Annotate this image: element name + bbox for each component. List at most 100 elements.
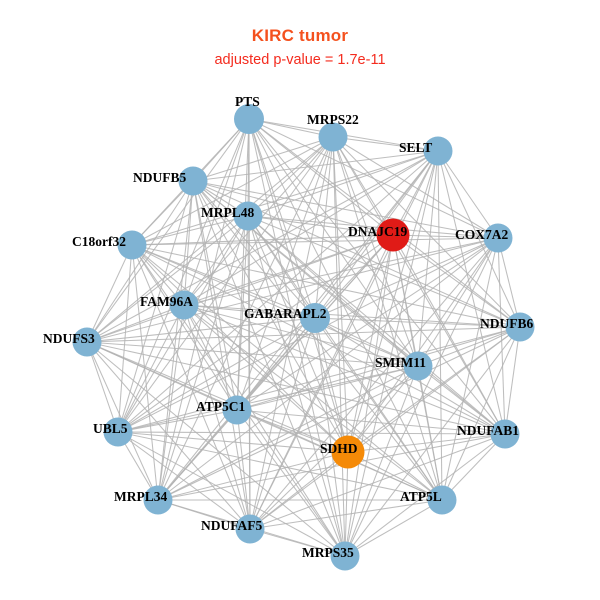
network-edge bbox=[131, 244, 238, 411]
network-edge bbox=[344, 326, 521, 557]
network-edge bbox=[183, 304, 316, 319]
network-edge bbox=[236, 150, 439, 411]
network-edge bbox=[86, 341, 251, 530]
network-edge bbox=[344, 451, 349, 557]
network-edge bbox=[117, 409, 238, 433]
network-edge bbox=[157, 326, 521, 501]
network-edge bbox=[392, 234, 506, 435]
network-edge bbox=[192, 180, 499, 239]
network-edge bbox=[347, 365, 419, 453]
network-edge bbox=[192, 136, 334, 182]
network-edge bbox=[249, 528, 346, 557]
network-node-ndufb5[interactable] bbox=[178, 166, 208, 196]
network-edge bbox=[183, 304, 349, 453]
network-edge bbox=[131, 244, 506, 435]
network-edge bbox=[157, 180, 194, 501]
network-edge bbox=[497, 237, 521, 328]
network-edge bbox=[314, 317, 521, 328]
network-edge bbox=[192, 180, 349, 453]
network-edge bbox=[117, 317, 316, 433]
network-edge bbox=[192, 180, 251, 530]
network-edge bbox=[249, 234, 394, 530]
network-edge bbox=[117, 215, 249, 433]
network-edge bbox=[249, 317, 316, 530]
network-edge bbox=[117, 431, 443, 501]
network-edge bbox=[157, 409, 238, 501]
network-node-mrps35[interactable] bbox=[330, 541, 360, 571]
network-node-mrpl48[interactable] bbox=[233, 201, 263, 231]
network-edge bbox=[344, 433, 506, 557]
network-edge bbox=[417, 365, 506, 435]
network-edge bbox=[157, 304, 185, 501]
network-edge bbox=[86, 341, 349, 453]
network-node-cox7a2[interactable] bbox=[483, 223, 513, 253]
network-edge bbox=[249, 433, 506, 530]
network-edge bbox=[157, 451, 349, 501]
network-node-ndufab1[interactable] bbox=[490, 419, 520, 449]
network-edge bbox=[441, 326, 521, 501]
network-edge bbox=[314, 136, 334, 319]
network-edge bbox=[183, 215, 249, 306]
network-node-mrps22[interactable] bbox=[318, 122, 348, 152]
network-edge bbox=[344, 237, 499, 557]
network-edge bbox=[248, 118, 394, 236]
network-node-ndufb6[interactable] bbox=[505, 312, 535, 342]
network-node-smim11[interactable] bbox=[403, 351, 433, 381]
network-edge bbox=[504, 326, 521, 435]
network-edge bbox=[131, 136, 334, 246]
network-edge bbox=[344, 365, 419, 557]
network-node-mrpl34[interactable] bbox=[143, 485, 173, 515]
network-edge bbox=[117, 326, 521, 433]
network-edge bbox=[157, 433, 506, 501]
network-edge bbox=[417, 237, 499, 367]
network-node-ndufs3[interactable] bbox=[72, 327, 102, 357]
network-edge bbox=[131, 244, 349, 453]
network-edge bbox=[183, 304, 251, 530]
network-edge bbox=[314, 237, 499, 319]
network-edge bbox=[86, 341, 506, 435]
network-edge bbox=[247, 215, 521, 328]
network-node-ubl5[interactable] bbox=[103, 417, 133, 447]
network-edge bbox=[314, 150, 439, 319]
network-edge bbox=[86, 150, 439, 343]
network-node-c18orf32[interactable] bbox=[117, 230, 147, 260]
network-edge bbox=[247, 150, 439, 217]
page-subtitle: adjusted p-value = 1.7e-11 bbox=[214, 52, 386, 68]
network-node-selt[interactable] bbox=[423, 136, 453, 166]
node-layer bbox=[72, 104, 535, 571]
network-edge bbox=[247, 215, 499, 239]
network-edge bbox=[157, 136, 334, 501]
network-edge bbox=[332, 136, 419, 367]
network-edge bbox=[417, 365, 443, 501]
network-edge bbox=[192, 150, 439, 182]
network-node-dnajc19[interactable] bbox=[376, 218, 410, 252]
network-edge bbox=[86, 136, 334, 343]
edge-layer bbox=[86, 118, 521, 557]
network-edge bbox=[441, 237, 499, 501]
network-edge bbox=[131, 180, 194, 246]
network-edge bbox=[249, 499, 443, 530]
network-node-ndufaf5[interactable] bbox=[235, 514, 265, 544]
network-edge bbox=[437, 150, 521, 328]
network-edge bbox=[249, 451, 349, 530]
network-edge bbox=[86, 304, 185, 343]
network-node-sdhd[interactable] bbox=[331, 435, 365, 469]
network-edge bbox=[236, 136, 334, 411]
network-edge bbox=[131, 244, 521, 328]
network-edge bbox=[249, 237, 499, 530]
network-edge bbox=[157, 215, 249, 501]
network-node-pts[interactable] bbox=[234, 104, 264, 134]
network-edge bbox=[86, 326, 521, 343]
network-node-gabarapl2[interactable] bbox=[300, 303, 330, 333]
network-node-atp5c1[interactable] bbox=[222, 395, 252, 425]
network-edge bbox=[131, 237, 499, 246]
network-node-fam96a[interactable] bbox=[169, 290, 199, 320]
network-edge bbox=[131, 234, 394, 246]
network-edge bbox=[183, 304, 419, 367]
network-node-atp5l[interactable] bbox=[427, 485, 457, 515]
network-edge bbox=[117, 180, 194, 433]
network-edge bbox=[236, 326, 521, 411]
network-edge bbox=[392, 234, 521, 328]
network-edge bbox=[131, 244, 443, 501]
network-edge bbox=[183, 304, 521, 328]
